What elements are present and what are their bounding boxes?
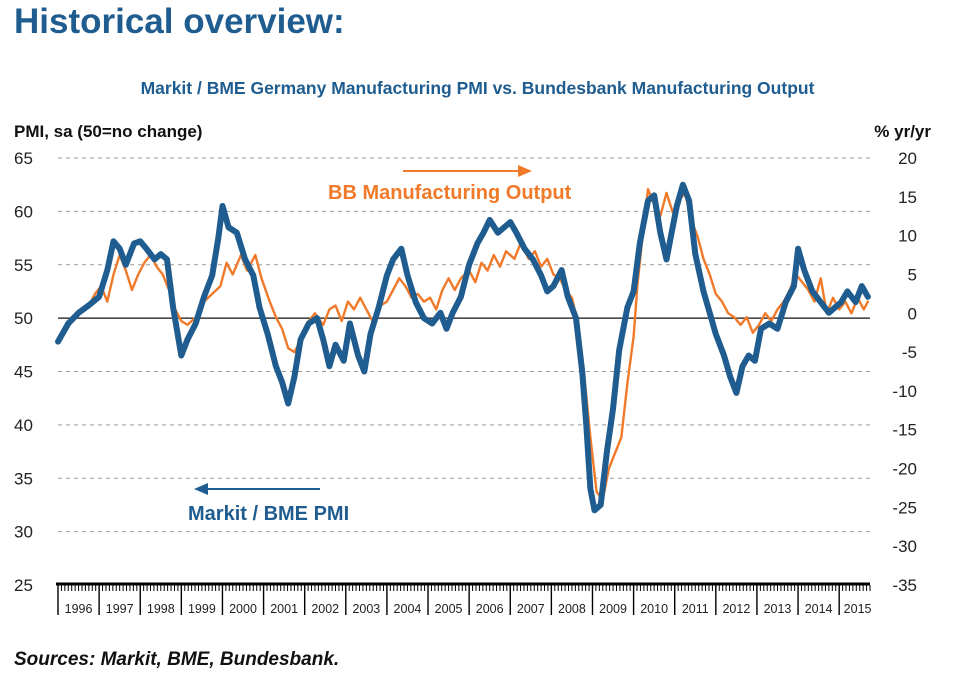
left-tick-label: 35 — [14, 469, 33, 488]
output-annotation-label: BB Manufacturing Output — [328, 182, 572, 204]
output-arrow-head — [518, 165, 532, 177]
left-tick-label: 50 — [14, 309, 33, 328]
x-year-label: 2000 — [229, 602, 257, 616]
x-year-label: 2012 — [722, 602, 750, 616]
x-year-label: 2014 — [805, 602, 833, 616]
right-tick-label: -25 — [892, 498, 917, 517]
x-axis: 1996 1997 1998 1999 2000 2001 2002 2003 2004 2005… — [56, 582, 872, 616]
x-year-label: 2009 — [599, 602, 627, 616]
right-tick-label: -20 — [892, 460, 917, 479]
x-year-label: 2015 — [844, 602, 872, 616]
x-year-label: 2005 — [435, 602, 463, 616]
right-tick-label: 0 — [908, 304, 917, 323]
x-year-label: 2004 — [394, 602, 422, 616]
annotations: BB Manufacturing Output Markit / BME PMI — [188, 165, 572, 525]
right-tick-label: 15 — [898, 188, 917, 207]
x-year-label: 2003 — [352, 602, 380, 616]
left-tick-label: 60 — [14, 202, 33, 221]
right-axis-tick-labels: -35 -30 -25 -20 -15 -10 -5 0 5 10 15 20 — [892, 149, 917, 595]
left-tick-label: 45 — [14, 363, 33, 382]
x-year-label: 2001 — [270, 602, 298, 616]
left-tick-label: 30 — [14, 523, 33, 542]
x-year-label: 2007 — [517, 602, 545, 616]
x-year-label: 1997 — [106, 602, 134, 616]
pmi-line — [55, 181, 871, 514]
pmi-arrow-head — [194, 483, 208, 495]
series-lines — [55, 181, 871, 514]
left-tick-label: 65 — [14, 149, 33, 168]
right-tick-label: 5 — [908, 265, 917, 284]
right-tick-label: -35 — [892, 576, 917, 595]
x-year-label: 2011 — [682, 602, 709, 616]
left-tick-label: 55 — [14, 256, 33, 275]
x-year-label: 1996 — [65, 602, 93, 616]
output-line — [87, 187, 870, 501]
x-year-label: 2002 — [311, 602, 339, 616]
right-tick-label: -15 — [892, 421, 917, 440]
x-year-label: 2010 — [640, 602, 668, 616]
left-axis-unit-label: PMI, sa (50=no change) — [14, 122, 202, 141]
x-year-label: 2013 — [764, 602, 792, 616]
right-tick-label: 20 — [898, 149, 917, 168]
x-year-label: 2006 — [476, 602, 504, 616]
chart-title: Markit / BME Germany Manufacturing PMI v… — [140, 78, 815, 98]
right-tick-label: -30 — [892, 537, 917, 556]
left-tick-label: 25 — [14, 576, 33, 595]
right-tick-label: 10 — [898, 227, 917, 246]
sources-note: Sources: Markit, BME, Bundesbank. — [14, 649, 340, 670]
left-tick-label: 40 — [14, 416, 33, 435]
page-heading: Historical overview: — [14, 2, 345, 41]
right-axis-unit-label: % yr/yr — [874, 122, 931, 141]
x-year-label: 1999 — [188, 602, 216, 616]
x-year-label: 1998 — [147, 602, 175, 616]
pmi-output-chart: 25 30 35 40 45 50 55 60 65 -35 -30 -25 -20 -15 -10 -5 0… — [14, 122, 931, 616]
x-year-label: 2008 — [558, 602, 586, 616]
left-axis-tick-labels: 25 30 35 40 45 50 55 60 65 — [14, 149, 33, 595]
right-tick-label: -10 — [892, 382, 917, 401]
pmi-annotation-label: Markit / BME PMI — [188, 503, 349, 525]
right-tick-label: -5 — [902, 343, 917, 362]
